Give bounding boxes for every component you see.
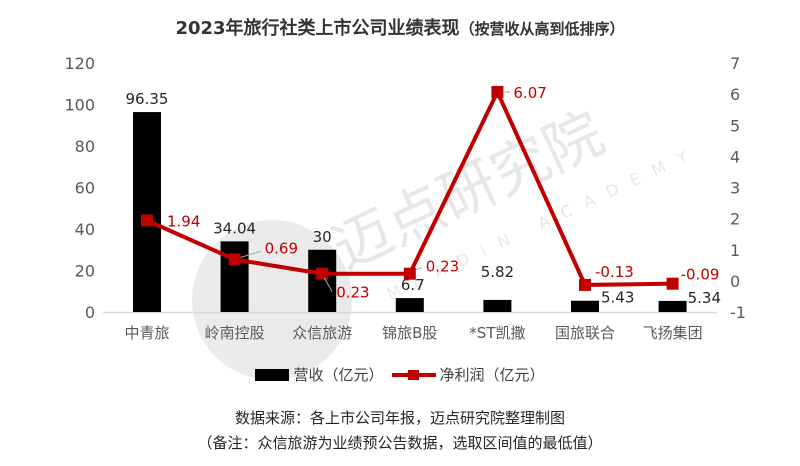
revenue-bar [220, 241, 249, 312]
right-tick-label: -1 [730, 303, 746, 322]
category-label: 众信旅游 [292, 324, 352, 342]
category-label: 中青旅 [124, 324, 169, 342]
revenue-data-label: 6.7 [401, 276, 425, 294]
profit-marker [491, 85, 504, 98]
bar-swatch-icon [255, 368, 290, 381]
profit-data-label: 0.23 [336, 284, 369, 302]
revenue-bar [571, 300, 599, 312]
legend-item-revenue: 营收（亿元） [255, 364, 384, 385]
profit-marker [666, 277, 679, 290]
revenue-data-label: 30 [313, 228, 332, 246]
profit-marker [579, 278, 591, 291]
profit-data-label: 0.69 [265, 239, 298, 257]
right-axis: -1 0 1 2 3 4 5 6 7 [730, 54, 746, 322]
right-tick-label: 7 [730, 54, 740, 73]
data-source: 数据来源：各上市公司年报，迈点研究院整理制图 [234, 409, 565, 427]
category-label: 锦旅B股 [382, 324, 437, 342]
revenue-bar [133, 112, 161, 312]
revenue-bar [308, 249, 337, 312]
revenue-bars [133, 112, 687, 312]
category-label: 国旅联合 [555, 324, 615, 342]
profit-marker [228, 253, 241, 266]
left-tick-label: 20 [75, 262, 95, 281]
profit-marker [403, 267, 416, 280]
leader-line [323, 277, 333, 292]
category-labels: 中青旅 岭南控股 众信旅游 锦旅B股 *ST凯撒 国旅联合 飞扬集团 [124, 324, 702, 342]
legend: 营收（亿元） 净利润（亿元） [0, 364, 800, 385]
right-tick-label: 3 [730, 179, 740, 198]
category-label: 飞扬集团 [643, 324, 703, 342]
profit-line [141, 85, 679, 291]
profit-data-label: -0.13 [595, 263, 634, 281]
revenue-bar [483, 299, 512, 312]
category-label: 岭南控股 [205, 324, 265, 342]
revenue-data-label: 34.04 [213, 219, 256, 237]
profit-data-label: 1.94 [167, 212, 200, 230]
revenue-data-label: 5.82 [481, 263, 514, 281]
left-tick-label: 40 [75, 220, 95, 239]
right-tick-label: 5 [730, 116, 740, 135]
right-tick-label: 4 [730, 147, 740, 166]
footnote: （备注：众信旅游为业绩预公告数据，选取区间值的最低值） [197, 434, 603, 452]
profit-data-label: 0.23 [426, 258, 459, 276]
revenue-data-label: 5.34 [688, 289, 721, 307]
leader-line [240, 250, 261, 258]
leader-line [415, 267, 422, 271]
left-tick-label: 100 [64, 96, 95, 115]
right-tick-label: 1 [730, 241, 740, 260]
left-tick-label: 80 [75, 137, 95, 156]
chart-title-sub: （按营收从高到低排序） [459, 20, 625, 38]
profit-marker [316, 267, 329, 280]
revenue-data-label: 96.35 [126, 90, 169, 108]
revenue-labels: 96.35 34.04 30 6.7 5.82 5.43 5.34 [126, 90, 721, 307]
revenue-data-label: 5.43 [601, 289, 634, 307]
legend-revenue-label: 营收（亿元） [293, 366, 384, 384]
profit-labels: 1.94 0.69 0.23 0.23 6.07 -0.13 -0.09 [167, 84, 719, 302]
right-tick-label: 2 [730, 210, 740, 229]
chart-title: 2023年旅行社类上市公司业绩表现（按营收从高到低排序） [0, 14, 800, 40]
left-tick-label: 120 [64, 54, 95, 73]
revenue-bar [658, 300, 687, 312]
left-tick-label: 60 [75, 179, 95, 198]
line-swatch-icon [391, 368, 436, 382]
profit-data-label: -0.09 [681, 266, 720, 284]
left-tick-label: 0 [85, 303, 95, 322]
legend-item-profit: 净利润（亿元） [391, 364, 545, 385]
profit-marker [141, 214, 153, 227]
profit-data-label: 6.07 [513, 84, 546, 102]
legend-profit-label: 净利润（亿元） [439, 366, 545, 384]
revenue-bar [395, 298, 424, 312]
right-tick-label: 0 [730, 272, 740, 291]
left-axis: 0 20 40 60 80 100 120 [64, 54, 95, 322]
chart-title-main: 2023年旅行社类上市公司业绩表现 [175, 18, 460, 39]
right-tick-label: 6 [730, 85, 740, 104]
category-label: *ST凯撒 [469, 324, 525, 342]
